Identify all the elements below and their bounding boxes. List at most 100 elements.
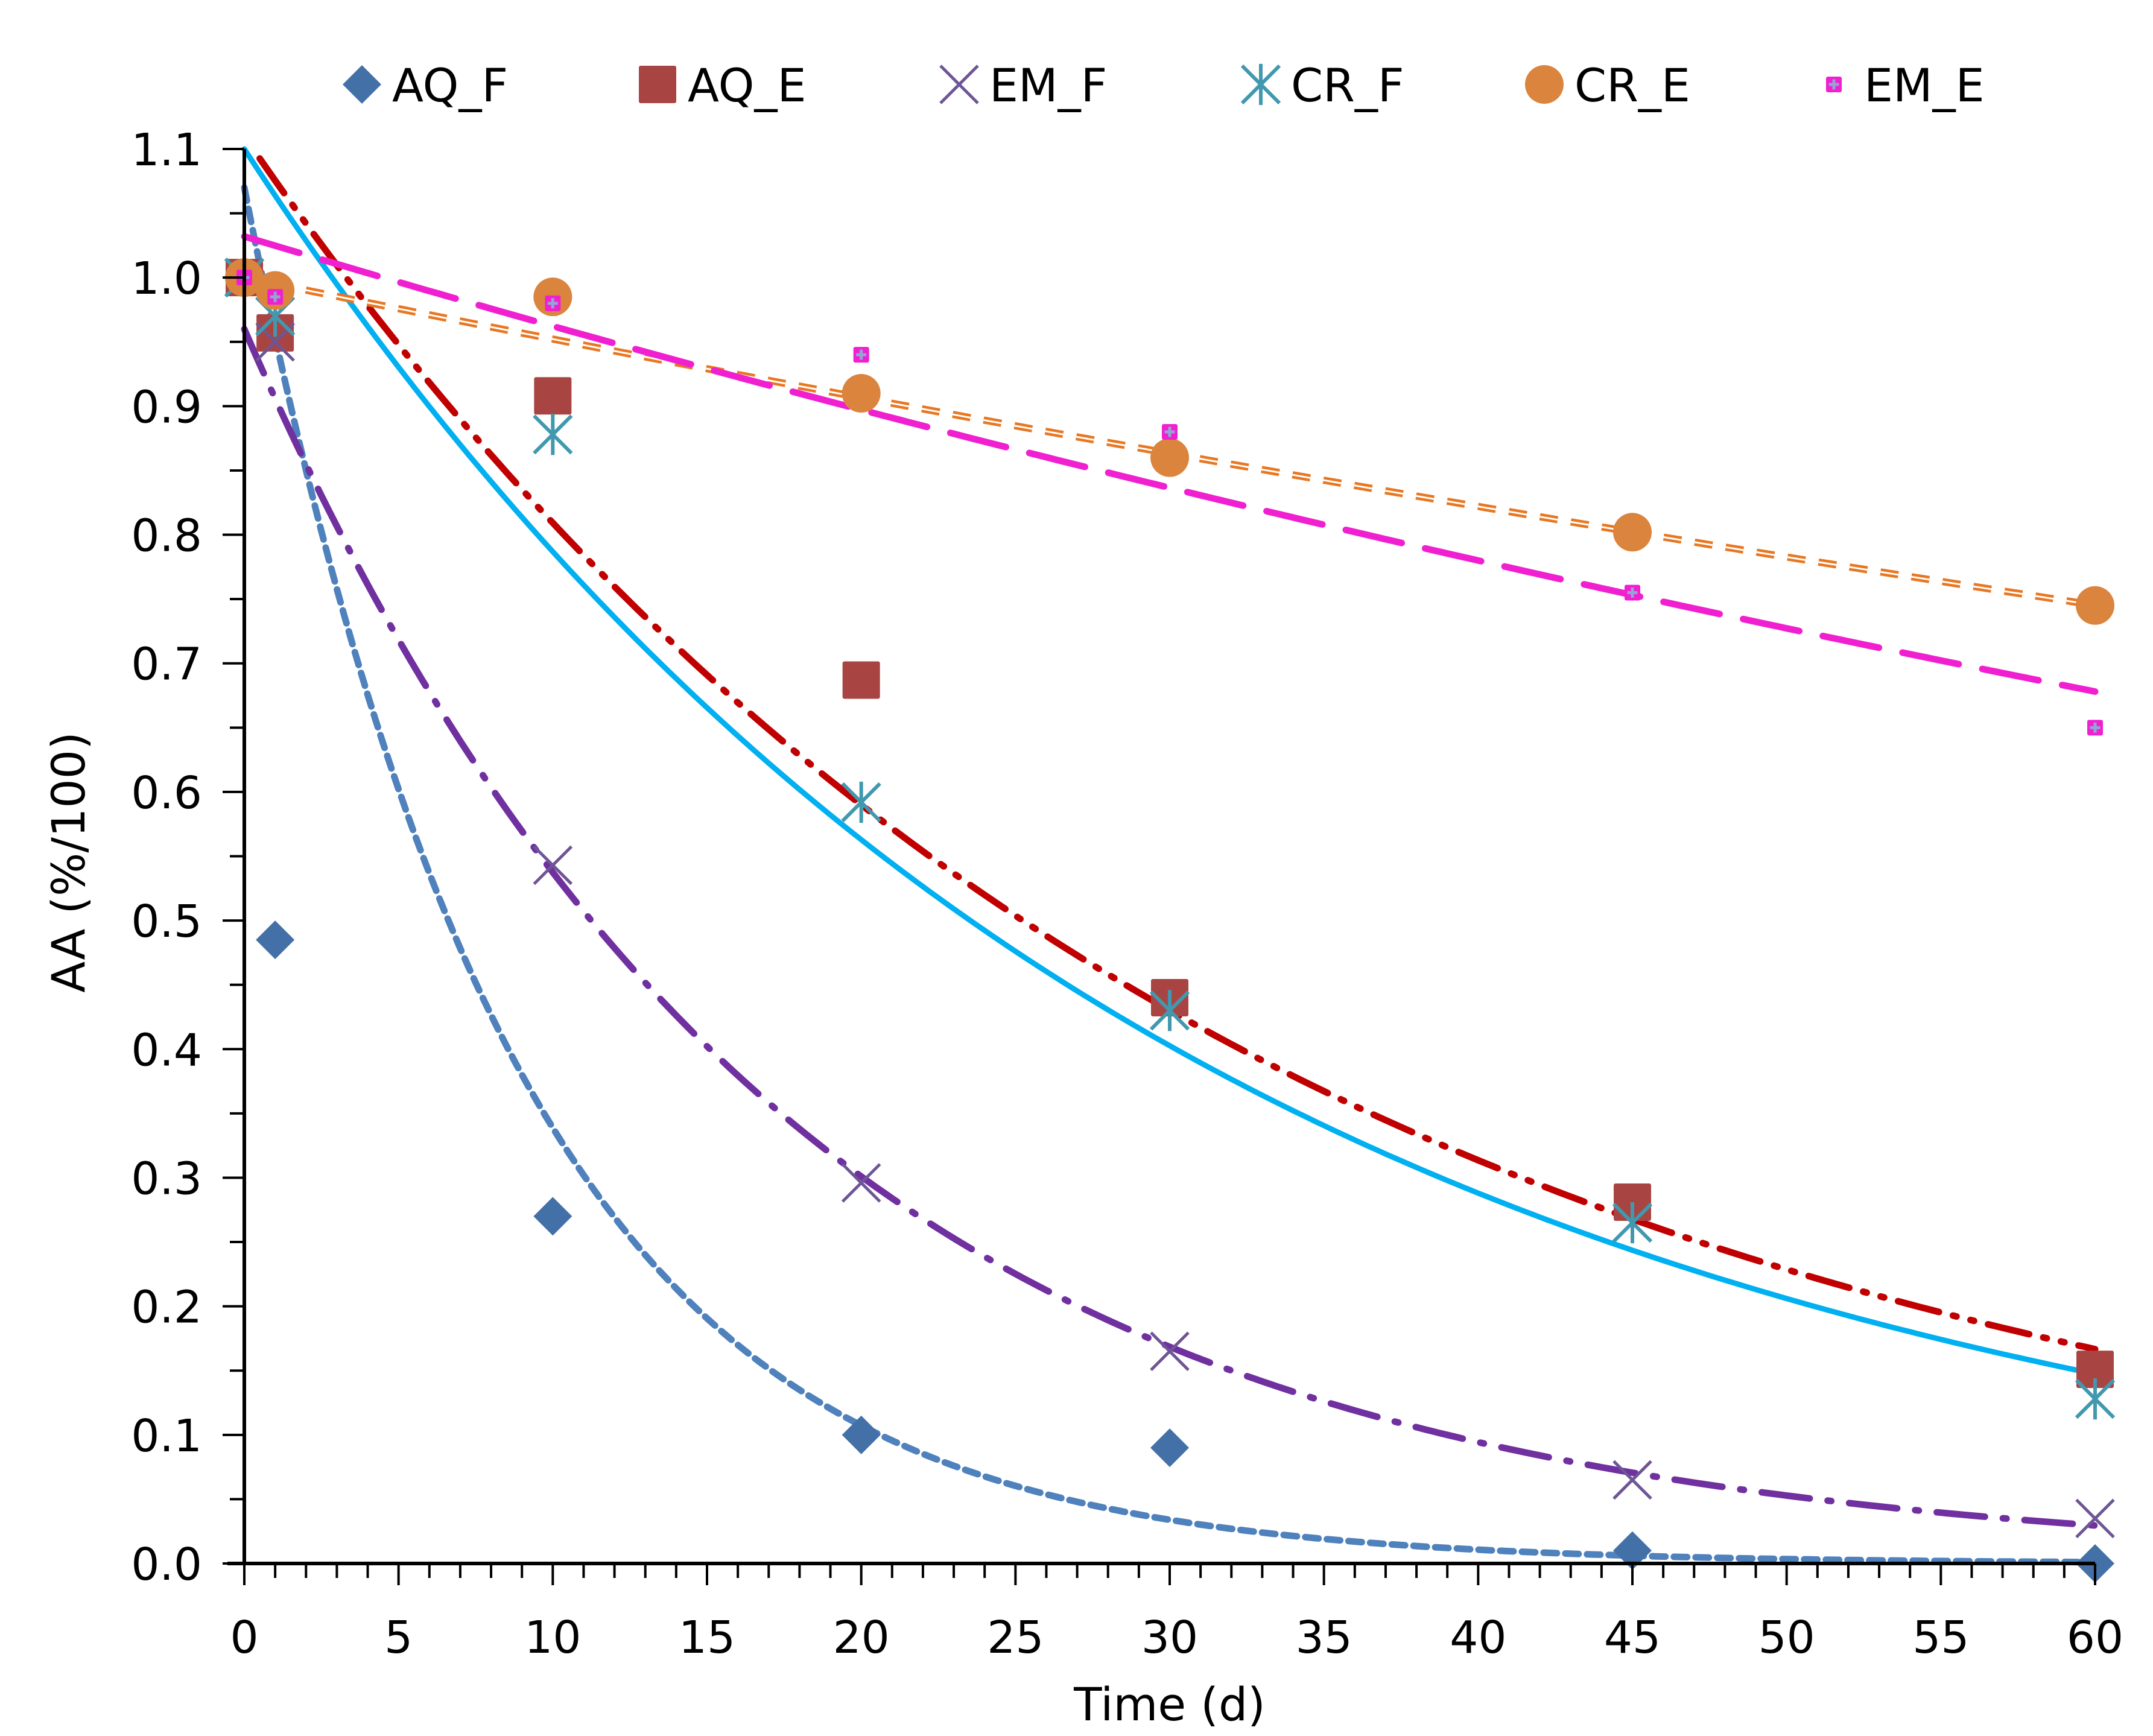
x-tick-label: 35 bbox=[1296, 1612, 1352, 1664]
legend-label: EM_E bbox=[1864, 59, 1985, 112]
data-point bbox=[533, 414, 573, 455]
asterisk-marker-icon bbox=[1612, 1202, 1653, 1244]
x-tick-label: 50 bbox=[1758, 1612, 1815, 1664]
data-point bbox=[2076, 1351, 2114, 1389]
legend-item-cr-e: CR_E bbox=[1525, 59, 1690, 112]
legend-marker bbox=[1525, 65, 1564, 104]
legend-item-cr-f: CR_F bbox=[1240, 59, 1404, 112]
data-point bbox=[841, 781, 881, 823]
y-tick-label: 1.0 bbox=[131, 253, 202, 305]
y-tick-label: 0.8 bbox=[131, 510, 202, 562]
data-point bbox=[842, 1415, 881, 1454]
data-point bbox=[1149, 990, 1190, 1031]
legend-label: AQ_F bbox=[392, 59, 508, 112]
x-tick-label: 60 bbox=[2067, 1612, 2123, 1664]
diamond-marker-icon bbox=[256, 920, 295, 960]
y-tick-label: 0.9 bbox=[131, 381, 202, 433]
diamond-marker-icon bbox=[1150, 1428, 1189, 1468]
y-tick-label: 0.4 bbox=[131, 1024, 202, 1076]
x-tick-label: 0 bbox=[230, 1612, 258, 1664]
x-marker-icon bbox=[533, 845, 573, 885]
trendline-em-e bbox=[241, 233, 2099, 695]
square-marker-icon bbox=[2076, 1351, 2114, 1389]
y-tick-label: 0.2 bbox=[131, 1282, 202, 1334]
circle-marker-icon bbox=[1525, 65, 1564, 104]
series-em-e bbox=[236, 270, 2103, 736]
legend-item-aq-e: AQ_E bbox=[639, 59, 807, 112]
square-marker-icon bbox=[534, 377, 572, 415]
data-point bbox=[842, 661, 880, 699]
circle-marker-icon bbox=[1613, 513, 1652, 552]
x-tick-label: 20 bbox=[833, 1612, 890, 1664]
y-ticks: 0.0 0.1 0.2 0.3 0.4 0.5 0.6 0.7 0.8 0.9 1.0 1.1 bbox=[131, 124, 244, 1591]
y-tick-label: 1.1 bbox=[131, 124, 202, 176]
legend-label: CR_F bbox=[1291, 59, 1404, 112]
square-marker-icon bbox=[639, 66, 676, 103]
legend: AQ_F AQ_E EM_F CR_F CR_E EM_E bbox=[343, 59, 1985, 112]
x-tick-label: 55 bbox=[1912, 1612, 1969, 1664]
y-tick-label: 0.6 bbox=[131, 767, 202, 819]
data-point bbox=[533, 845, 573, 885]
square-marker-icon bbox=[842, 661, 880, 699]
x-axis-title: Time (d) bbox=[1073, 1677, 1266, 1731]
legend-label: CR_E bbox=[1574, 59, 1690, 112]
legend-label: EM_F bbox=[989, 59, 1107, 112]
y-tick-label: 0.7 bbox=[131, 639, 202, 691]
legend-marker bbox=[1240, 63, 1281, 106]
plus-icon bbox=[1828, 79, 1839, 90]
asterisk-marker-icon bbox=[1149, 990, 1190, 1031]
x-marker-icon bbox=[939, 65, 979, 104]
circle-marker-icon bbox=[842, 374, 881, 413]
data-markers bbox=[224, 257, 2116, 1583]
legend-marker bbox=[343, 65, 381, 104]
legend-marker bbox=[639, 66, 676, 103]
y-tick-label: 0.0 bbox=[131, 1539, 202, 1591]
x-marker-icon bbox=[1612, 1460, 1652, 1500]
data-point bbox=[841, 1163, 881, 1203]
data-point bbox=[1612, 1460, 1652, 1500]
data-point bbox=[1612, 1202, 1653, 1244]
y-axis-title: AA (%/100) bbox=[42, 732, 95, 992]
plus-icon bbox=[270, 291, 281, 302]
data-point bbox=[2075, 1378, 2116, 1420]
axes: 0 5 10 15 20 25 30 35 40 45 50 55 60 0.0 0.1 0.2 0.3 0.4… bbox=[131, 124, 2123, 1664]
plus-icon bbox=[1164, 426, 1175, 437]
legend-marker bbox=[1826, 77, 1842, 92]
circle-marker-icon bbox=[2076, 586, 2114, 625]
data-point bbox=[256, 920, 295, 960]
diamond-marker-icon bbox=[1613, 1531, 1652, 1570]
x-marker-icon bbox=[2075, 1498, 2115, 1539]
x-marker-icon bbox=[1150, 1331, 1190, 1372]
legend-item-em-f: EM_F bbox=[939, 59, 1107, 112]
x-tick-label: 30 bbox=[1141, 1612, 1198, 1664]
data-point bbox=[1625, 584, 1640, 601]
data-point bbox=[1613, 1531, 1652, 1570]
x-tick-label: 5 bbox=[384, 1612, 413, 1664]
plus-icon bbox=[1627, 588, 1638, 598]
data-point bbox=[853, 347, 869, 363]
y-tick-label: 0.1 bbox=[131, 1410, 202, 1462]
data-point bbox=[2087, 720, 2103, 736]
x-tick-label: 10 bbox=[524, 1612, 581, 1664]
asterisk-marker-icon bbox=[1240, 63, 1281, 106]
trendline-aq-f bbox=[241, 184, 2099, 1566]
circle-marker-icon bbox=[1150, 438, 1189, 477]
y-tick-label: 0.5 bbox=[131, 896, 202, 948]
x-ticks: 0 5 10 15 20 25 30 35 40 45 50 55 60 bbox=[230, 1563, 2123, 1664]
trendline-cr-f bbox=[241, 146, 2098, 1377]
data-point bbox=[534, 377, 572, 415]
asterisk-marker-icon bbox=[841, 781, 881, 823]
legend-item-em-e: EM_E bbox=[1826, 59, 1985, 112]
trendline-em-f bbox=[241, 326, 2099, 1529]
legend-marker bbox=[939, 65, 979, 104]
legend-label: AQ_E bbox=[688, 59, 807, 112]
data-point bbox=[545, 295, 561, 311]
plus-icon bbox=[2090, 722, 2101, 733]
plus-icon bbox=[856, 349, 867, 360]
asterisk-marker-icon bbox=[533, 414, 573, 455]
data-point bbox=[1162, 424, 1178, 440]
plus-icon bbox=[547, 298, 558, 309]
x-tick-label: 40 bbox=[1450, 1612, 1506, 1664]
diamond-marker-icon bbox=[343, 65, 381, 104]
